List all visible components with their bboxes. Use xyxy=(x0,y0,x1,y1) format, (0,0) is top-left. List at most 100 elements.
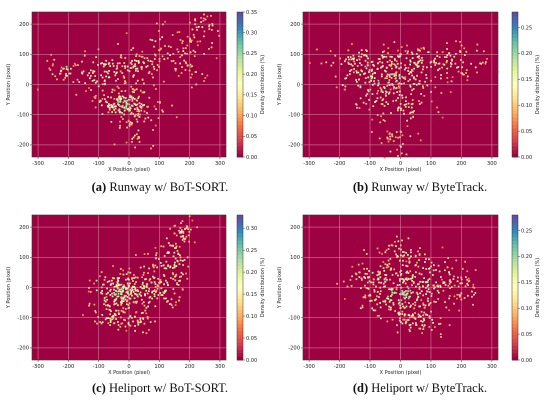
density-point-1 xyxy=(384,69,386,72)
density-point-1 xyxy=(91,100,94,102)
density-point-1 xyxy=(402,281,404,284)
colorbar-segment xyxy=(512,91,518,96)
density-point-3 xyxy=(410,251,412,254)
density-point-1 xyxy=(126,299,129,301)
density-point-3 xyxy=(399,259,401,262)
density-point-1 xyxy=(141,298,143,301)
density-point-5 xyxy=(411,89,413,92)
colorbar-tick-label: 0.05 xyxy=(246,134,257,140)
density-point-0 xyxy=(404,78,407,80)
colorbar-tick-label: 0.30 xyxy=(246,226,257,232)
density-point-2 xyxy=(428,291,431,293)
density-point-1 xyxy=(367,294,370,297)
colorbar-segment xyxy=(512,254,518,259)
density-point-3 xyxy=(440,77,442,80)
density-point-0 xyxy=(388,81,390,84)
density-point-2 xyxy=(172,255,175,258)
colorbar-segment xyxy=(237,117,243,122)
density-point-5 xyxy=(459,295,461,298)
density-point-1 xyxy=(383,269,386,272)
density-point-0 xyxy=(393,268,395,271)
density-point-3 xyxy=(166,52,169,55)
y-tick-label: 100 xyxy=(19,52,29,58)
density-point-0 xyxy=(384,263,387,265)
colorbar-segment xyxy=(237,331,243,336)
density-point-2 xyxy=(426,290,428,293)
density-point-3 xyxy=(443,63,446,66)
density-point-2 xyxy=(134,65,137,68)
density-point-1 xyxy=(156,287,159,290)
density-point-2 xyxy=(167,251,169,253)
density-point-2 xyxy=(430,60,433,63)
density-point-0 xyxy=(391,56,393,58)
density-point-2 xyxy=(416,74,418,77)
density-point-0 xyxy=(101,292,104,295)
colorbar-segment xyxy=(512,66,518,71)
density-point-3 xyxy=(186,35,189,38)
density-point-0 xyxy=(117,109,120,112)
density-point-3 xyxy=(382,261,385,263)
x-tick-label: 200 xyxy=(185,364,195,370)
density-point-5 xyxy=(474,269,477,271)
colorbar-segment xyxy=(237,88,243,93)
density-point-1 xyxy=(151,297,153,300)
density-point-3 xyxy=(192,33,195,36)
density-point-4 xyxy=(395,131,398,133)
density-point-4 xyxy=(197,26,200,28)
density-point-2 xyxy=(418,60,421,63)
density-point-0 xyxy=(383,87,386,90)
density-point-0 xyxy=(408,302,410,304)
density-point-1 xyxy=(171,272,174,274)
colorbar-segment xyxy=(512,88,518,93)
density-point-2 xyxy=(167,265,169,267)
density-point-2 xyxy=(379,87,382,89)
density-point-3 xyxy=(480,62,482,65)
density-point-3 xyxy=(184,237,187,240)
density-point-0 xyxy=(401,313,404,315)
density-point-8 xyxy=(147,116,150,119)
density-point-3 xyxy=(178,229,180,232)
density-point-3 xyxy=(164,45,166,47)
density-point-0 xyxy=(128,297,131,300)
density-point-1 xyxy=(348,58,350,61)
density-point-3 xyxy=(153,45,155,48)
density-point-2 xyxy=(437,298,440,300)
density-point-4 xyxy=(200,17,202,19)
density-point-1 xyxy=(111,59,114,61)
density-point-2 xyxy=(444,261,446,263)
colorbar-segment xyxy=(512,331,518,336)
density-point-2 xyxy=(154,289,156,291)
density-point-1 xyxy=(143,285,146,288)
colorbar-segment xyxy=(512,349,518,354)
density-point-3 xyxy=(410,249,412,251)
density-point-2 xyxy=(135,68,137,70)
density-point-2 xyxy=(437,291,440,294)
x-tick-label: 0 xyxy=(399,364,402,370)
density-point-1 xyxy=(141,302,144,305)
density-point-2 xyxy=(186,277,189,280)
density-point-4 xyxy=(217,30,219,32)
density-point-1 xyxy=(101,98,104,100)
density-point-0 xyxy=(118,290,120,292)
density-point-0 xyxy=(376,291,379,293)
colorbar-segment xyxy=(512,41,518,46)
density-point-2 xyxy=(137,60,140,62)
density-point-3 xyxy=(497,71,500,73)
density-point-3 xyxy=(187,234,190,237)
density-point-2 xyxy=(154,247,157,249)
density-point-4 xyxy=(118,313,120,315)
density-point-2 xyxy=(155,257,157,260)
density-point-5 xyxy=(424,80,426,83)
colorbar-segment xyxy=(237,19,243,24)
colorbar-segment xyxy=(237,12,243,17)
density-point-2 xyxy=(439,284,442,287)
density-point-5 xyxy=(113,143,116,146)
density-point-2 xyxy=(441,246,444,249)
density-point-0 xyxy=(89,291,92,293)
density-point-0 xyxy=(382,56,384,59)
density-point-0 xyxy=(116,281,119,284)
density-point-1 xyxy=(93,96,96,98)
density-point-3 xyxy=(449,65,452,68)
density-point-1 xyxy=(395,272,398,275)
density-point-4 xyxy=(106,317,109,319)
